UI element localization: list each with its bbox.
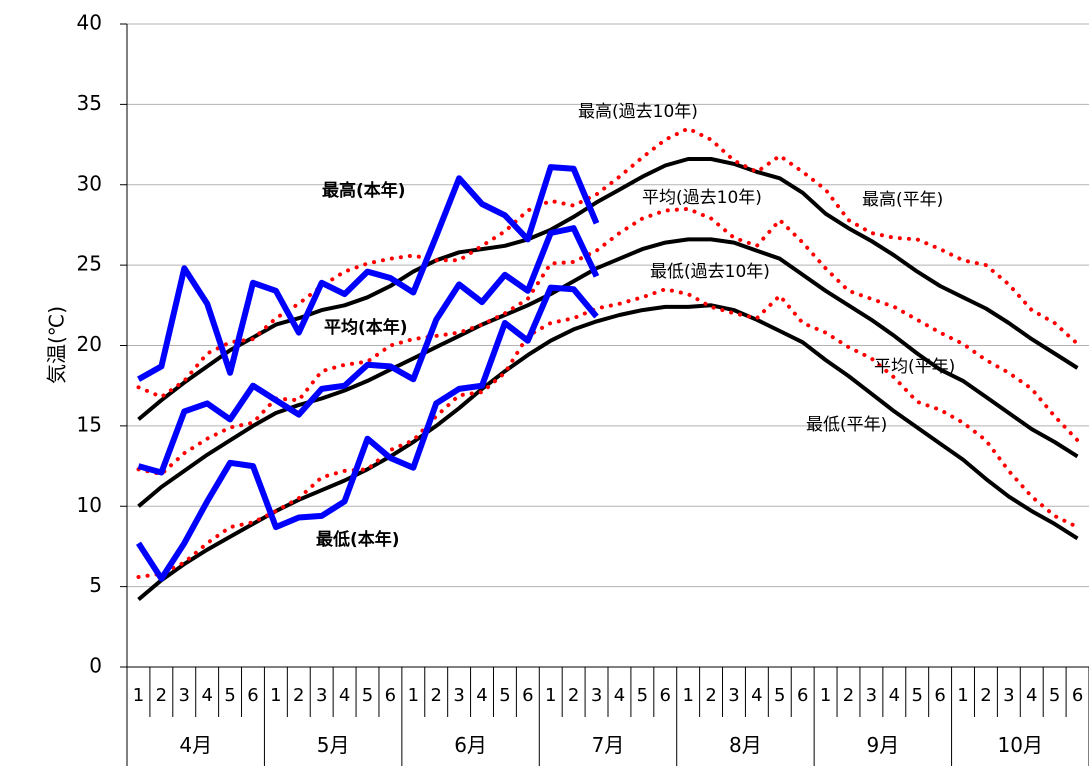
x-tick-label-pentad: 6: [660, 685, 671, 706]
x-tick-label-pentad: 5: [362, 685, 373, 706]
x-month-label: 8月: [729, 733, 762, 757]
series-line-past10-0: [136, 126, 1080, 400]
x-month-label: 10月: [998, 733, 1043, 757]
x-tick-label-pentad: 3: [866, 685, 877, 706]
x-tick-label-pentad: 1: [957, 685, 968, 706]
x-tick-label-pentad: 4: [201, 685, 212, 706]
x-tick-label-pentad: 1: [270, 685, 281, 706]
x-tick-label-pentad: 5: [637, 685, 648, 706]
x-tick-label-pentad: 6: [522, 685, 533, 706]
x-tick-label-pentad: 5: [774, 685, 785, 706]
x-tick-label-pentad: 3: [728, 685, 739, 706]
x-month-label: 7月: [592, 733, 625, 757]
x-month-label: 9月: [866, 733, 899, 757]
annotation-min-past10: 最低(過去10年): [650, 262, 770, 282]
series-line-this_year-1: [137, 225, 600, 476]
x-month-label: 6月: [454, 733, 487, 757]
x-tick-label-pentad: 6: [247, 685, 258, 706]
annotation-min-this-year: 最低(本年): [316, 529, 400, 550]
series-line-past10-1: [136, 206, 1080, 477]
x-tick-label-pentad: 2: [843, 685, 854, 706]
series-line-normal-0: [137, 157, 1079, 421]
series-line-normal-2: [137, 303, 1079, 602]
series-line-this_year-2: [135, 284, 599, 582]
x-tick-label-pentad: 3: [316, 685, 327, 706]
y-tick-label-30: 30: [77, 171, 102, 195]
x-month-label: 5月: [317, 733, 350, 757]
series-line-past10-2: [136, 287, 1080, 579]
x-tick-label-pentad: 3: [179, 685, 190, 706]
x-tick-label-pentad: 5: [224, 685, 235, 706]
series-line-this_year-0: [137, 164, 600, 382]
x-tick-label-pentad: 4: [1026, 685, 1037, 706]
x-tick-label-pentad: 4: [751, 685, 762, 706]
series-line-normal-1: [137, 237, 1079, 508]
x-tick-label-pentad: 1: [682, 685, 693, 706]
y-tick-label-35: 35: [77, 91, 102, 115]
x-tick-label-pentad: 2: [156, 685, 167, 706]
x-tick-label-pentad: 6: [797, 685, 808, 706]
x-tick-label-pentad: 3: [591, 685, 602, 706]
y-axis-label: 気温(℃): [45, 306, 69, 384]
y-tick-label-40: 40: [77, 11, 102, 35]
x-tick-label-pentad: 4: [339, 685, 350, 706]
annotation-max-past10: 最高(過去10年): [578, 102, 698, 122]
annotation-mean-this-year: 平均(本年): [324, 317, 408, 338]
axes: [120, 23, 1089, 766]
annotation-max-normal: 最高(平年): [862, 190, 943, 210]
x-tick-label-pentad: 4: [889, 685, 900, 706]
annotation-mean-normal: 平均(平年): [874, 357, 955, 377]
x-month-label: 4月: [179, 733, 212, 757]
x-tick-label-pentad: 6: [934, 685, 945, 706]
annotation-mean-past10: 平均(過去10年): [642, 188, 762, 208]
y-tick-label-0: 0: [89, 654, 102, 678]
x-tick-label-pentad: 5: [499, 685, 510, 706]
x-tick-label-pentad: 1: [408, 685, 419, 706]
y-tick-label-5: 5: [89, 573, 102, 597]
x-tick-label-pentad: 4: [614, 685, 625, 706]
x-tick-label-pentad: 1: [133, 685, 144, 706]
x-tick-label-pentad: 5: [1049, 685, 1060, 706]
x-tick-label-pentad: 6: [1072, 685, 1083, 706]
annotation-max-this-year: 最高(本年): [322, 180, 406, 201]
x-tick-label-pentad: 2: [430, 685, 441, 706]
x-tick-label-pentad: 3: [1003, 685, 1014, 706]
x-tick-label-pentad: 4: [476, 685, 487, 706]
x-tick-label-pentad: 2: [705, 685, 716, 706]
x-tick-label-pentad: 2: [293, 685, 304, 706]
y-tick-label-15: 15: [77, 412, 102, 436]
x-tick-label-pentad: 5: [911, 685, 922, 706]
x-tick-label-pentad: 2: [568, 685, 579, 706]
x-tick-label-pentad: 1: [545, 685, 556, 706]
series-lines: [135, 126, 1080, 602]
y-tick-label-10: 10: [77, 493, 102, 517]
y-tick-label-20: 20: [77, 332, 102, 356]
y-tick-label-25: 25: [77, 252, 102, 276]
annotation-min-normal: 最低(平年): [806, 415, 887, 435]
x-tick-label-pentad: 3: [453, 685, 464, 706]
x-tick-label-pentad: 6: [385, 685, 396, 706]
x-tick-label-pentad: 2: [980, 685, 991, 706]
x-tick-label-pentad: 1: [820, 685, 831, 706]
